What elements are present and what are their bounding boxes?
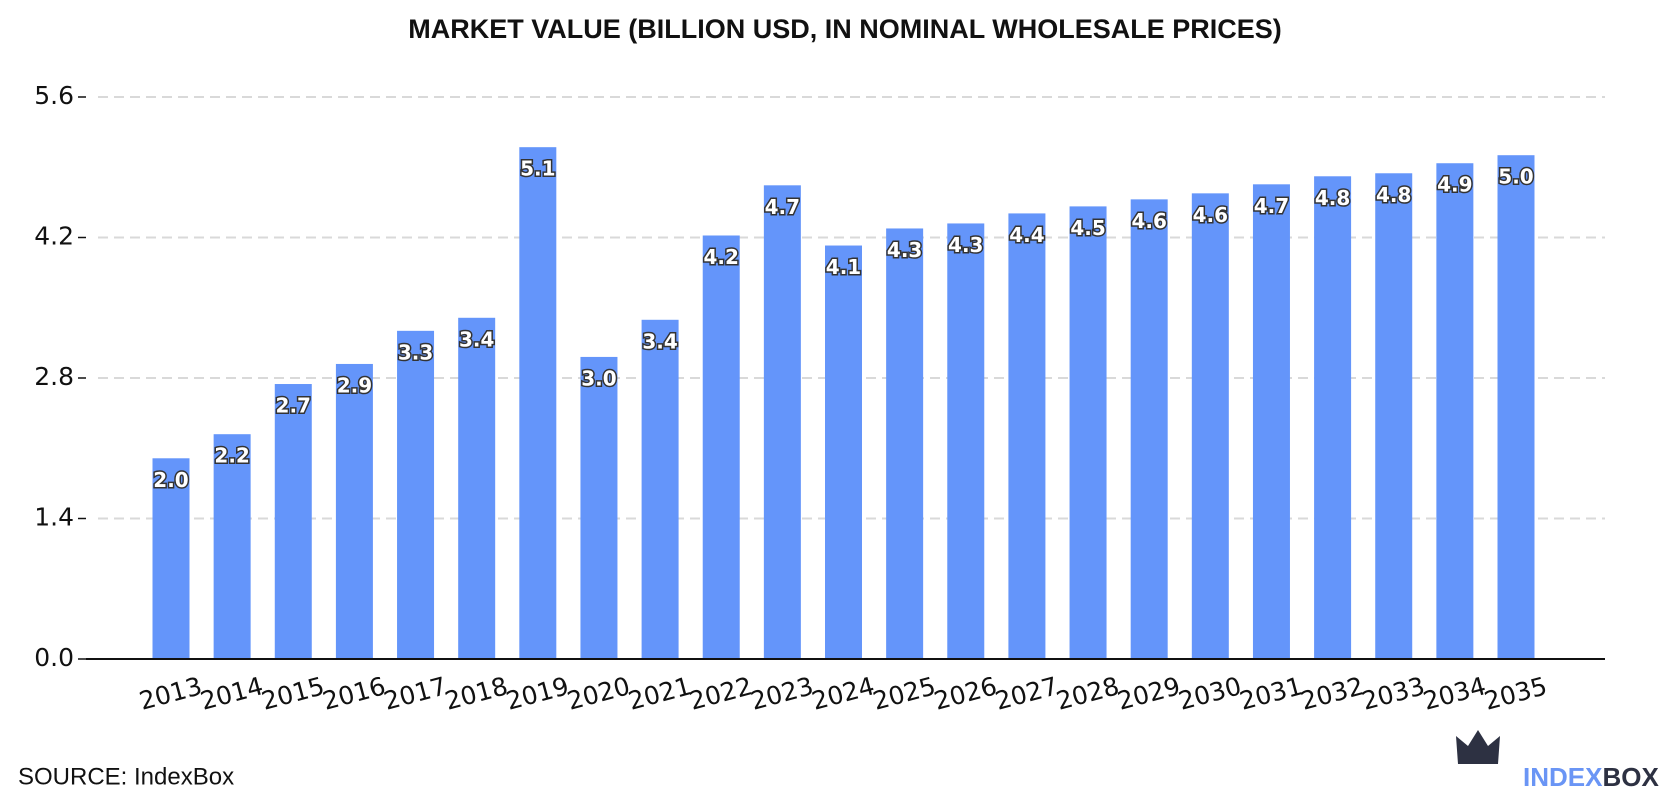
x-tick-label: 2033 — [1359, 671, 1428, 715]
x-tick-label: 2032 — [1298, 671, 1367, 715]
value-label: 5.0 — [1498, 165, 1533, 189]
value-label: 4.7 — [1254, 194, 1289, 218]
bar — [763, 185, 801, 660]
bar — [580, 356, 618, 659]
x-tick-label: 2025 — [870, 671, 939, 715]
logo-text: INDEXBOX — [1523, 762, 1659, 792]
bar — [397, 330, 435, 659]
value-label: 3.3 — [398, 340, 433, 364]
source: SOURCE: IndexBox — [18, 763, 234, 790]
value-label: 4.3 — [948, 233, 983, 257]
bar — [1252, 184, 1290, 659]
logo: INDEXBOX — [1456, 730, 1659, 792]
bar — [519, 147, 557, 659]
x-tick-label: 2024 — [809, 671, 878, 715]
x-tick-label: 2034 — [1420, 671, 1489, 715]
value-label: 4.9 — [1437, 173, 1472, 197]
value-label: 2.9 — [337, 373, 372, 397]
bar — [152, 458, 190, 659]
bar — [886, 228, 924, 660]
value-label: 5.1 — [520, 157, 555, 181]
bar — [1130, 199, 1168, 659]
logo-icon — [1456, 730, 1500, 764]
value-label: 2.2 — [214, 444, 249, 468]
value-label: 4.1 — [826, 255, 861, 279]
x-tick-label: 2027 — [992, 671, 1061, 715]
y-tick-label: 5.6 — [34, 81, 74, 110]
bar — [1497, 155, 1535, 659]
logo-text-index: INDEX — [1523, 762, 1603, 792]
bar — [641, 319, 679, 659]
value-label: 4.5 — [1070, 216, 1105, 240]
x-tick-label: 2014 — [197, 671, 266, 715]
y-tick-label: 0.0 — [34, 643, 74, 672]
value-label: 4.6 — [1131, 209, 1166, 233]
bar — [1008, 213, 1046, 659]
x-tick-label: 2026 — [931, 671, 1000, 715]
value-label: 4.3 — [887, 238, 922, 262]
x-tick-label: 2030 — [1175, 671, 1244, 715]
bar — [1191, 193, 1229, 660]
value-label: 4.7 — [765, 195, 800, 219]
chart-title: MARKET VALUE (BILLION USD, IN NOMINAL WH… — [408, 14, 1282, 44]
x-tick-label: 2035 — [1481, 671, 1550, 715]
bar — [1314, 176, 1352, 659]
x-tick-label: 2028 — [1053, 671, 1122, 715]
x-tick-label: 2021 — [625, 671, 694, 715]
logo-text-box: BOX — [1602, 762, 1659, 792]
bar — [702, 235, 740, 659]
bar — [335, 363, 373, 659]
value-label: 3.4 — [459, 327, 494, 351]
x-tick-label: 2019 — [503, 671, 572, 715]
bar — [274, 384, 312, 659]
value-label: 3.4 — [642, 329, 677, 353]
bar — [947, 223, 985, 659]
bar — [1436, 163, 1474, 659]
y-tick-label: 2.8 — [34, 362, 74, 391]
x-tick-label: 2018 — [442, 671, 511, 715]
x-tick-label: 2031 — [1237, 671, 1306, 715]
value-label: 4.2 — [704, 245, 739, 269]
bar — [458, 317, 496, 659]
x-tick-label: 2015 — [258, 671, 327, 715]
y-tick-label: 4.2 — [34, 222, 74, 251]
bar — [825, 245, 862, 659]
bar — [1375, 173, 1413, 659]
x-tick-label: 2020 — [564, 671, 633, 715]
x-tick-label: 2022 — [686, 671, 755, 715]
x-tick-label: 2029 — [1114, 671, 1183, 715]
value-label: 4.6 — [1193, 203, 1228, 227]
value-label: 3.0 — [581, 366, 616, 390]
value-label: 4.8 — [1315, 186, 1350, 210]
value-label: 2.7 — [276, 394, 311, 418]
bar — [213, 434, 251, 659]
value-label: 4.8 — [1376, 183, 1411, 207]
value-label: 4.4 — [1009, 223, 1044, 247]
x-tick-label: 2016 — [320, 671, 389, 715]
bar — [1069, 206, 1107, 659]
y-tick-label: 1.4 — [34, 503, 74, 532]
value-label: 2.0 — [153, 468, 188, 492]
x-tick-label: 2013 — [136, 671, 205, 715]
x-tick-label: 2023 — [747, 671, 816, 715]
x-tick-label: 2017 — [381, 671, 450, 715]
